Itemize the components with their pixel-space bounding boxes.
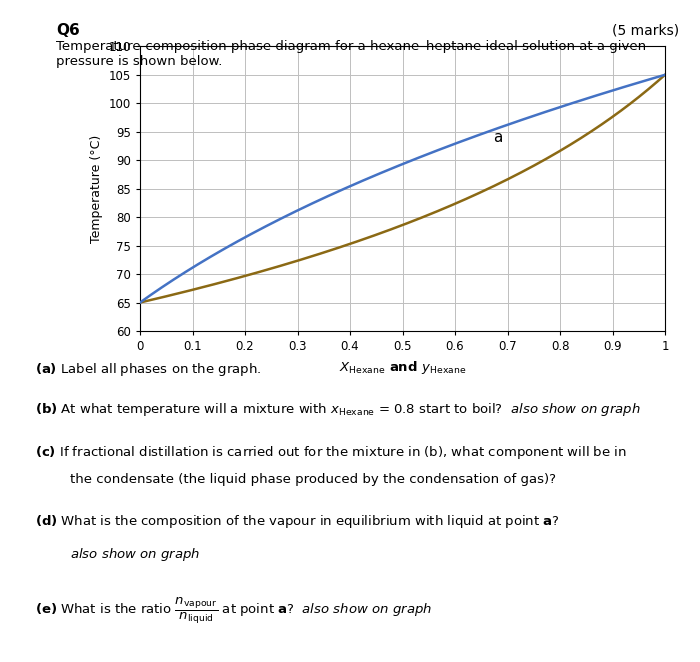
Text: $\bf{(b)}$ At what temperature will a mixture with $x_\mathrm{Hexane}$ = 0.8 sta: $\bf{(b)}$ At what temperature will a mi…	[35, 401, 640, 418]
Text: $\bf{(e)}$ What is the ratio $\dfrac{n_\mathrm{vapour}}{n_\mathrm{liquid}}$ at p: $\bf{(e)}$ What is the ratio $\dfrac{n_\…	[35, 596, 432, 626]
Text: $\bf{(c)}$ If fractional distillation is carried out for the mixture in (b), wha: $\bf{(c)}$ If fractional distillation is…	[35, 444, 626, 461]
Y-axis label: Temperature (°C): Temperature (°C)	[90, 134, 103, 243]
Text: $\bf{(d)}$ What is the composition of the vapour in equilibrium with liquid at p: $\bf{(d)}$ What is the composition of th…	[35, 513, 560, 530]
Text: (5 marks): (5 marks)	[612, 23, 679, 37]
Text: a: a	[494, 130, 503, 145]
X-axis label: $X_\mathrm{Hexane}$ and $y_\mathrm{Hexane}$: $X_\mathrm{Hexane}$ and $y_\mathrm{Hexan…	[339, 359, 466, 375]
Text: Temperature-composition phase diagram for a hexane–heptane ideal solution at a g: Temperature-composition phase diagram fo…	[56, 40, 646, 68]
Text: the condensate (the liquid phase produced by the condensation of gas)?: the condensate (the liquid phase produce…	[70, 473, 556, 487]
Text: $\bf{(a)}$ Label all phases on the graph.: $\bf{(a)}$ Label all phases on the graph…	[35, 361, 261, 378]
Text: Q6: Q6	[56, 23, 80, 38]
Text: $\it{also\ show\ on\ graph}$: $\it{also\ show\ on\ graph}$	[70, 546, 200, 563]
